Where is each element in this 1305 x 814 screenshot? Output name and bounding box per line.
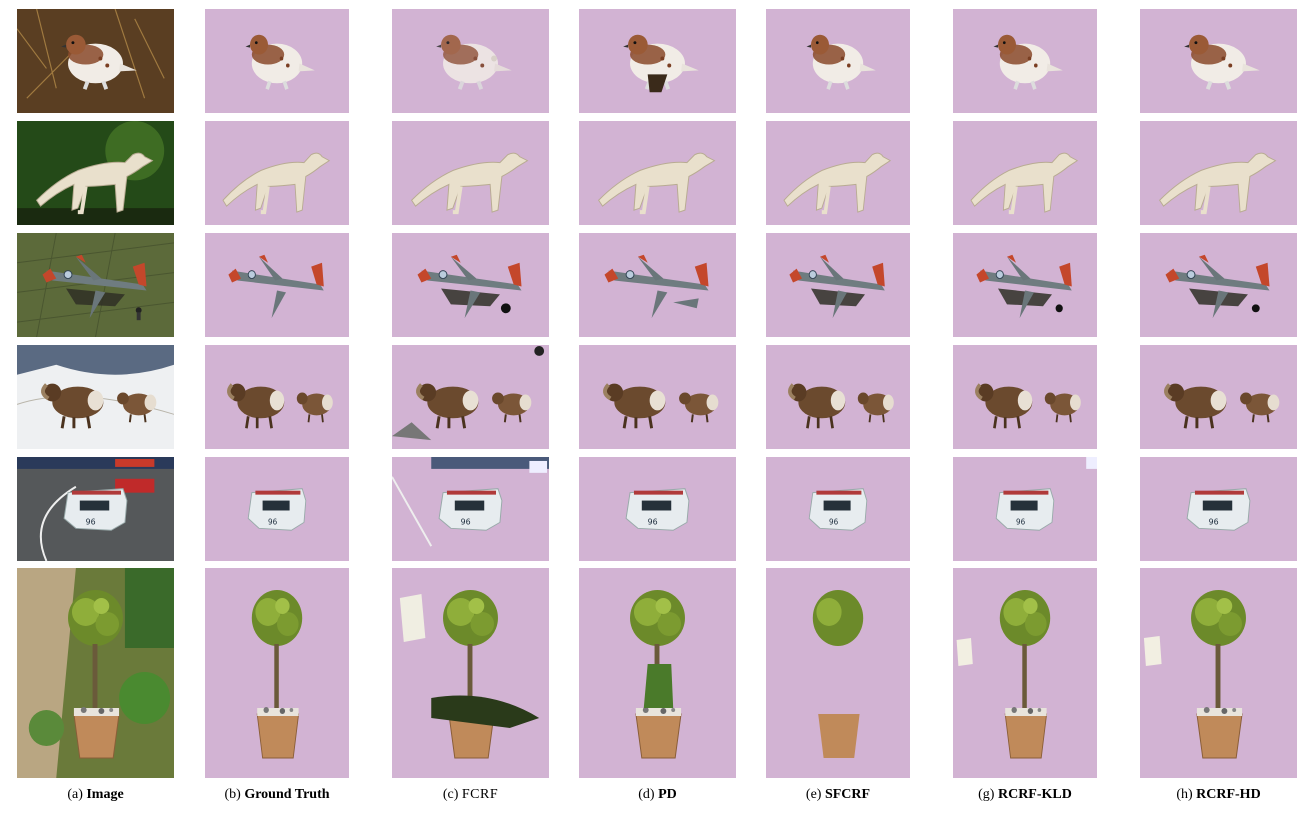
segmentation-d-airplane bbox=[579, 233, 736, 337]
segmentation-g-sheep bbox=[953, 345, 1097, 449]
segmentation-d-ptarmigan bbox=[579, 9, 736, 113]
segmentation-b-race-car: 96 bbox=[205, 457, 349, 561]
svg-text:96: 96 bbox=[1209, 517, 1219, 526]
segmentation-b-dog bbox=[205, 121, 349, 225]
segmentation-g-dog bbox=[953, 121, 1097, 225]
caption-b: (b) Ground Truth bbox=[224, 787, 330, 802]
segmentation-g-ptarmigan bbox=[953, 9, 1097, 113]
segmentation-h-sheep bbox=[1140, 345, 1297, 449]
segmentation-c-sheep bbox=[392, 345, 549, 449]
segmentation-h-ptarmigan bbox=[1140, 9, 1297, 113]
segmentation-e-ptarmigan bbox=[766, 9, 910, 113]
segmentation-g-airplane bbox=[953, 233, 1097, 337]
segmentation-h-potted-tree bbox=[1140, 568, 1297, 778]
segmentation-d-race-car: 96 bbox=[579, 457, 736, 561]
segmentation-h-dog bbox=[1140, 121, 1297, 225]
caption-g: (g) RCRF-KLD bbox=[978, 787, 1072, 802]
segmentation-h-airplane bbox=[1140, 233, 1297, 337]
segmentation-d-potted-tree bbox=[579, 568, 736, 778]
segmentation-g-race-car: 96 bbox=[953, 457, 1097, 561]
input-image-potted-tree bbox=[17, 568, 174, 778]
segmentation-g-potted-tree bbox=[953, 568, 1097, 778]
segmentation-c-potted-tree bbox=[392, 568, 549, 778]
svg-text:96: 96 bbox=[648, 517, 658, 526]
segmentation-c-ptarmigan bbox=[392, 9, 549, 113]
input-image-sheep bbox=[17, 345, 174, 449]
caption-c: (c) FCRF bbox=[442, 787, 499, 802]
segmentation-h-race-car: 96 bbox=[1140, 457, 1297, 561]
segmentation-c-airplane bbox=[392, 233, 549, 337]
svg-text:96: 96 bbox=[461, 517, 471, 526]
input-image-ptarmigan bbox=[17, 9, 174, 113]
svg-text:96: 96 bbox=[268, 517, 277, 526]
segmentation-d-dog bbox=[579, 121, 736, 225]
segmentation-e-airplane bbox=[766, 233, 910, 337]
input-image-airplane bbox=[17, 233, 174, 337]
segmentation-b-sheep bbox=[205, 345, 349, 449]
segmentation-e-race-car: 96 bbox=[766, 457, 910, 561]
segmentation-d-sheep bbox=[579, 345, 736, 449]
segmentation-e-potted-tree bbox=[766, 568, 910, 778]
svg-text:96: 96 bbox=[829, 517, 838, 526]
caption-h: (h) RCRF-HD bbox=[1176, 787, 1261, 802]
caption-d: (d) PD bbox=[638, 787, 677, 802]
segmentation-c-dog bbox=[392, 121, 549, 225]
caption-e: (e) SFCRF bbox=[805, 787, 871, 802]
segmentation-b-potted-tree bbox=[205, 568, 349, 778]
segmentation-e-sheep bbox=[766, 345, 910, 449]
segmentation-c-race-car: 96 bbox=[392, 457, 549, 561]
segmentation-b-ptarmigan bbox=[205, 9, 349, 113]
svg-text:96: 96 bbox=[1016, 517, 1025, 526]
segmentation-b-airplane bbox=[205, 233, 349, 337]
input-image-dog bbox=[17, 121, 174, 225]
input-image-race-car: 96 bbox=[17, 457, 174, 561]
caption-a: (a) Image bbox=[67, 787, 124, 802]
segmentation-e-dog bbox=[766, 121, 910, 225]
svg-text:96: 96 bbox=[86, 517, 96, 526]
